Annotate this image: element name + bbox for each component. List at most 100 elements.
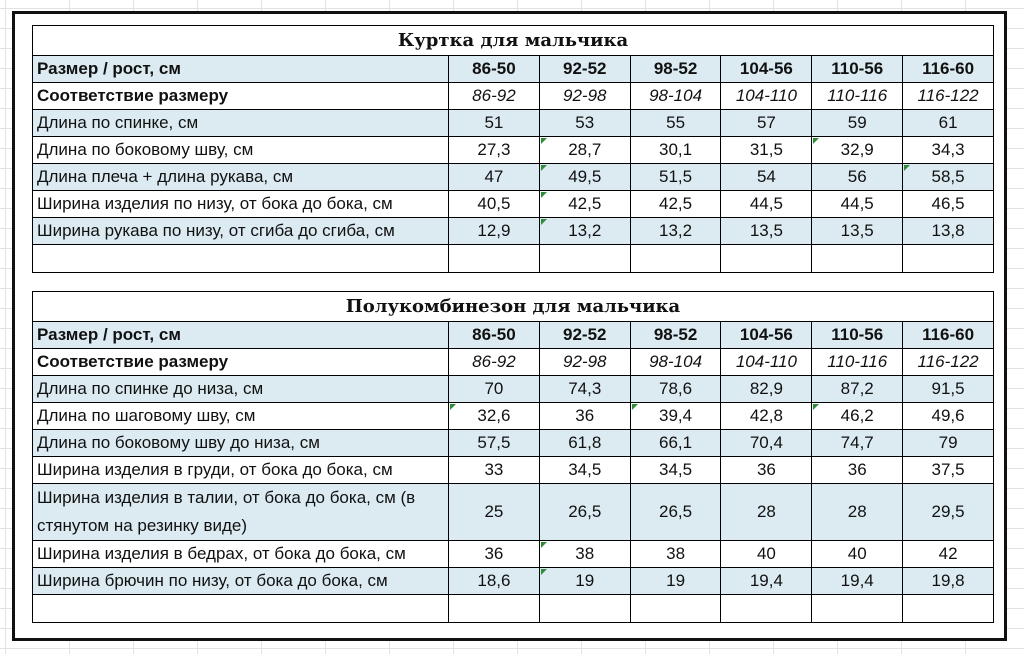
measurement-cell[interactable]: 13,2 (629, 217, 722, 245)
measurement-label[interactable]: Длина по боковому шву, см (32, 136, 449, 164)
measurement-cell[interactable]: 91,5 (902, 375, 994, 403)
size-match-cell[interactable]: 110-116 (811, 348, 904, 376)
measurement-cell[interactable]: 13,8 (902, 217, 994, 245)
measurement-cell[interactable]: 70,4 (720, 429, 813, 457)
measurement-cell[interactable]: 37,5 (902, 456, 994, 484)
measurement-cell[interactable]: 70 (448, 375, 540, 403)
measurement-cell[interactable]: 30,1 (629, 136, 722, 164)
measurement-cell[interactable]: 59 (811, 109, 904, 137)
size-match-cell[interactable]: 116-122 (902, 82, 994, 110)
size-match-cell[interactable]: 86-92 (448, 82, 540, 110)
measurement-cell[interactable]: 34,3 (902, 136, 994, 164)
size-match-cell[interactable]: 98-104 (629, 82, 722, 110)
measurement-cell[interactable]: 36 (538, 402, 631, 430)
measurement-cell[interactable]: 26,5 (629, 483, 722, 541)
measurement-cell[interactable]: 40 (811, 540, 904, 568)
size-cell[interactable]: 116-60 (902, 55, 994, 83)
size-cell[interactable]: 86-50 (448, 55, 540, 83)
measurement-cell[interactable]: 28,7 (538, 136, 631, 164)
measurement-cell[interactable]: 34,5 (538, 456, 631, 484)
measurement-cell[interactable]: 33 (448, 456, 540, 484)
measurement-label[interactable]: Длина по шаговому шву, см (32, 402, 449, 430)
measurement-cell[interactable]: 58,5 (902, 163, 994, 191)
jacket-table-title[interactable]: Куртка для мальчика (32, 25, 994, 56)
empty-cell[interactable] (629, 244, 722, 273)
measurement-cell[interactable]: 51,5 (629, 163, 722, 191)
measurement-cell[interactable]: 61 (902, 109, 994, 137)
measurement-cell[interactable]: 74,7 (811, 429, 904, 457)
measurement-cell[interactable]: 53 (538, 109, 631, 137)
empty-cell[interactable] (902, 594, 994, 623)
size-match-cell[interactable]: 110-116 (811, 82, 904, 110)
measurement-label[interactable]: Ширина изделия в бедрах, от бока до бока… (32, 540, 449, 568)
size-match-cell[interactable]: 116-122 (902, 348, 994, 376)
empty-cell[interactable] (538, 244, 631, 273)
measurement-cell[interactable]: 79 (902, 429, 994, 457)
measurement-cell[interactable]: 55 (629, 109, 722, 137)
measurement-cell[interactable]: 32,9 (811, 136, 904, 164)
size-header-label[interactable]: Размер / рост, см (32, 55, 449, 83)
measurement-cell[interactable]: 78,6 (629, 375, 722, 403)
size-match-label[interactable]: Соответствие размеру (32, 348, 449, 376)
measurement-label[interactable]: Длина по спинке, см (32, 109, 449, 137)
measurement-label[interactable]: Длина по боковому шву до низа, см (32, 429, 449, 457)
size-cell[interactable]: 110-56 (811, 55, 904, 83)
measurement-cell[interactable]: 25 (448, 483, 540, 541)
measurement-label[interactable]: Длина по спинке до низа, см (32, 375, 449, 403)
measurement-cell[interactable]: 13,5 (811, 217, 904, 245)
measurement-cell[interactable]: 19 (538, 567, 631, 595)
size-cell[interactable]: 92-52 (538, 321, 631, 349)
measurement-cell[interactable]: 51 (448, 109, 540, 137)
measurement-cell[interactable]: 29,5 (902, 483, 994, 541)
measurement-label[interactable]: Ширина рукава по низу, от сгиба до сгиба… (32, 217, 449, 245)
measurement-cell[interactable]: 57 (720, 109, 813, 137)
empty-cell[interactable] (720, 244, 813, 273)
measurement-cell[interactable]: 82,9 (720, 375, 813, 403)
measurement-cell[interactable]: 42 (902, 540, 994, 568)
measurement-cell[interactable]: 38 (538, 540, 631, 568)
size-match-cell[interactable]: 104-110 (720, 348, 813, 376)
measurement-cell[interactable]: 12,9 (448, 217, 540, 245)
measurement-cell[interactable]: 18,6 (448, 567, 540, 595)
measurement-cell[interactable]: 19,4 (811, 567, 904, 595)
empty-cell[interactable] (902, 244, 994, 273)
empty-cell[interactable] (32, 594, 449, 623)
measurement-cell[interactable]: 32,6 (448, 402, 540, 430)
measurement-cell[interactable]: 46,2 (811, 402, 904, 430)
empty-cell[interactable] (629, 594, 722, 623)
measurement-cell[interactable]: 61,8 (538, 429, 631, 457)
size-match-cell[interactable]: 86-92 (448, 348, 540, 376)
empty-cell[interactable] (448, 244, 540, 273)
measurement-cell[interactable]: 56 (811, 163, 904, 191)
measurement-cell[interactable]: 74,3 (538, 375, 631, 403)
measurement-cell[interactable]: 27,3 (448, 136, 540, 164)
measurement-cell[interactable]: 31,5 (720, 136, 813, 164)
measurement-cell[interactable]: 87,2 (811, 375, 904, 403)
empty-cell[interactable] (448, 594, 540, 623)
size-cell[interactable]: 110-56 (811, 321, 904, 349)
measurement-cell[interactable]: 13,5 (720, 217, 813, 245)
measurement-cell[interactable]: 38 (629, 540, 722, 568)
overalls-table-title[interactable]: Полукомбинезон для мальчика (32, 291, 994, 322)
size-match-label[interactable]: Соответствие размеру (32, 82, 449, 110)
measurement-cell[interactable]: 47 (448, 163, 540, 191)
empty-cell[interactable] (720, 594, 813, 623)
measurement-cell[interactable]: 36 (720, 456, 813, 484)
measurement-cell[interactable]: 66,1 (629, 429, 722, 457)
measurement-cell[interactable]: 19 (629, 567, 722, 595)
size-match-cell[interactable]: 92-98 (538, 82, 631, 110)
empty-cell[interactable] (811, 594, 904, 623)
measurement-cell[interactable]: 34,5 (629, 456, 722, 484)
measurement-cell[interactable]: 42,8 (720, 402, 813, 430)
measurement-cell[interactable]: 28 (720, 483, 813, 541)
measurement-label[interactable]: Ширина изделия по низу, от бока до бока,… (32, 190, 449, 218)
size-cell[interactable]: 104-56 (720, 55, 813, 83)
measurement-cell[interactable]: 40 (720, 540, 813, 568)
size-cell[interactable]: 104-56 (720, 321, 813, 349)
measurement-label[interactable]: Ширина брючин по низу, от бока до бока, … (32, 567, 449, 595)
size-cell[interactable]: 98-52 (629, 55, 722, 83)
measurement-cell[interactable]: 19,4 (720, 567, 813, 595)
empty-cell[interactable] (32, 244, 449, 273)
size-match-cell[interactable]: 104-110 (720, 82, 813, 110)
size-header-label[interactable]: Размер / рост, см (32, 321, 449, 349)
